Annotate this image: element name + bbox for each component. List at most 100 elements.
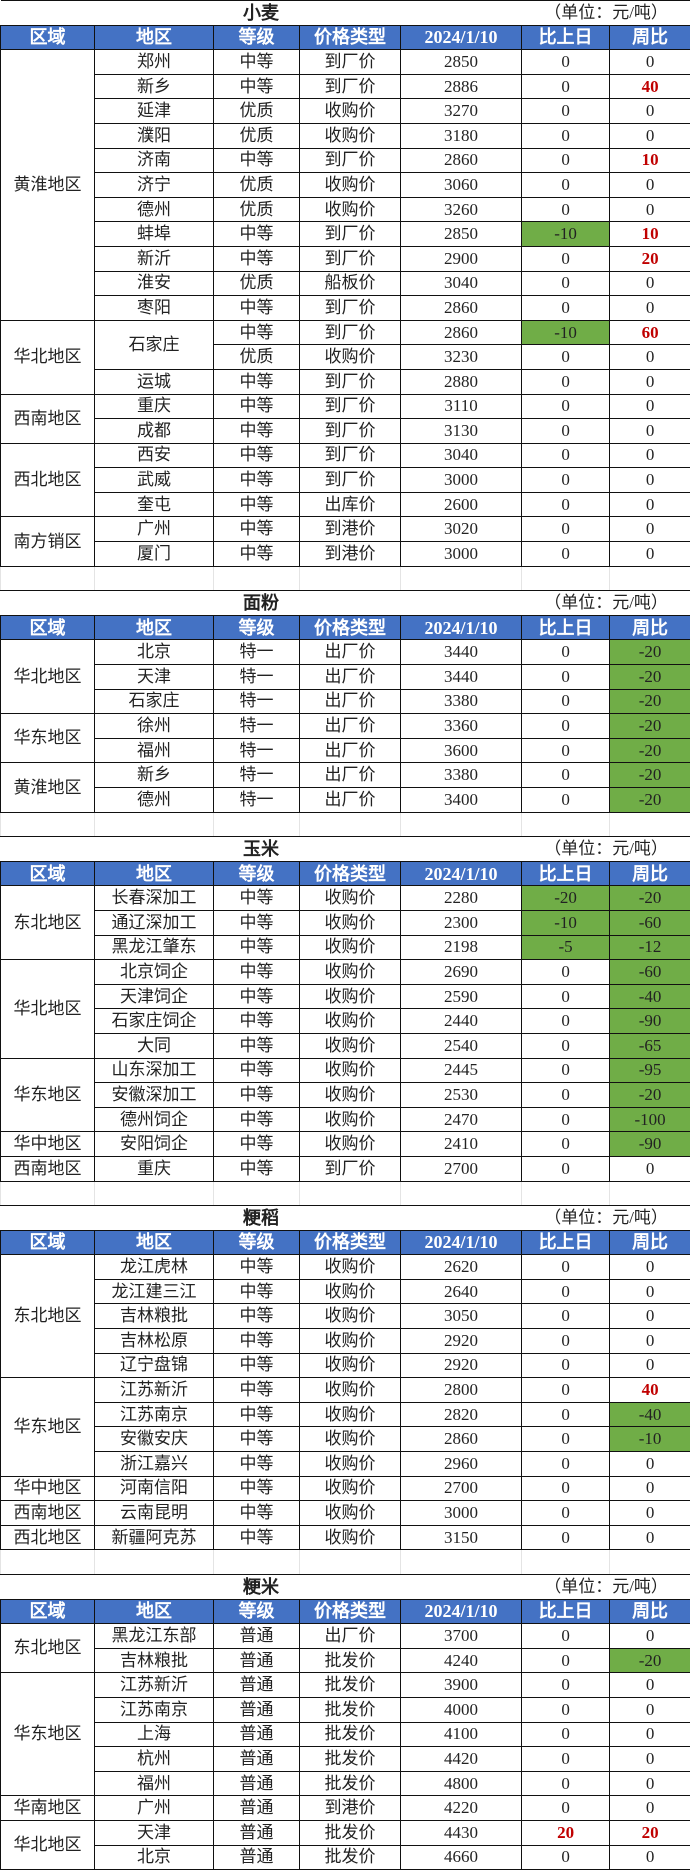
weekly-change-cell: 0 (609, 368, 690, 395)
price-cell: 2640 (399, 1278, 523, 1305)
weekly-change-cell: 0 (609, 541, 690, 567)
daily-change-cell: 0 (521, 1254, 611, 1280)
weekly-change-cell: 0 (609, 122, 690, 149)
empty-cell (0, 1549, 95, 1575)
weekly-change-cell: 0 (609, 1696, 690, 1723)
table-row: 华中地区 安阳饲企 中等 收购价 2410 0 -90 (0, 1131, 690, 1157)
grade-cell: 中等 (213, 1131, 300, 1157)
price-type-cell: 批发价 (299, 1746, 401, 1772)
unit-label: （单位：元/吨） (521, 0, 690, 26)
table-row: 东北地区 龙江虎林 中等 收购价 2620 0 0 (0, 1254, 690, 1379)
grade-cell: 中等 (213, 442, 300, 469)
price-cell: 3000 (399, 541, 523, 567)
daily-change-cell: 0 (521, 73, 611, 100)
weekly-change-cell: 10 (609, 147, 690, 174)
grade-cell: 特一 (213, 639, 300, 666)
price-type-cell: 到厂价 (299, 418, 401, 444)
daily-change-cell: 0 (521, 983, 611, 1010)
spacer-row (0, 1180, 690, 1207)
column-header: 2024/1/10 (399, 860, 523, 887)
daily-change-cell: 0 (521, 959, 611, 985)
table-row: 华东地区 徐州 特一 出厂价 3360 0 -20 (0, 713, 690, 764)
area-cell: 石家庄饲企 (94, 1008, 214, 1034)
empty-cell (521, 565, 611, 592)
grade-cell: 中等 (213, 1057, 300, 1084)
weekly-change-cell: 0 (609, 1721, 690, 1748)
grade-cell: 中等 (213, 959, 300, 985)
empty-cell (609, 811, 690, 838)
daily-change-cell: 0 (521, 295, 611, 321)
region-cell: 华北地区 (0, 959, 95, 1059)
empty-cell (94, 1549, 214, 1575)
area-cell: 天津饲企 (94, 983, 214, 1010)
table-row: 吉林粮批 中等 收购价 3050 0 0 (1, 1303, 690, 1330)
weekly-change-cell: 0 (609, 1500, 690, 1526)
weekly-change-cell: 0 (609, 49, 690, 75)
table-row: 新乡 中等 到厂价 2886 0 40 (1, 73, 690, 100)
price-cell: 2800 (399, 1377, 523, 1403)
column-header: 地区 (94, 614, 214, 641)
region-cell: 西北地区 (0, 442, 95, 518)
area-cell: 蚌埠 (94, 221, 214, 247)
area-cell: 枣阳 (94, 295, 214, 321)
area-cell: 龙江虎林 (94, 1254, 214, 1280)
area-cell: 天津 (94, 1819, 214, 1846)
grade-cell: 中等 (213, 319, 300, 346)
daily-change-cell: 0 (521, 1795, 611, 1821)
region-cell: 西北地区 (0, 1524, 95, 1551)
area-cell: 云南昆明 (94, 1500, 214, 1526)
weekly-change-cell: -20 (609, 762, 690, 788)
price-cell: 2280 (399, 885, 523, 911)
daily-change-cell: 0 (521, 1426, 611, 1453)
price-cell: 2440 (399, 1008, 523, 1034)
region-cell: 黄淮地区 (0, 49, 95, 321)
area-cell: 德州 (94, 196, 214, 223)
price-cell: 2700 (399, 1155, 523, 1182)
area-cell: 德州饲企 (94, 1106, 214, 1133)
grade-cell: 普通 (213, 1647, 300, 1674)
region-cell: 东北地区 (0, 1254, 95, 1379)
price-type-cell: 批发价 (299, 1819, 401, 1846)
daily-change-cell: 0 (521, 147, 611, 174)
daily-change-cell: 0 (521, 1328, 611, 1354)
daily-change-cell: 0 (521, 1106, 611, 1133)
daily-change-cell: 0 (521, 467, 611, 493)
grade-cell: 中等 (213, 983, 300, 1010)
weekly-change-cell: -20 (609, 1082, 690, 1108)
price-cell: 2445 (399, 1057, 523, 1084)
weekly-change-cell: -40 (609, 983, 690, 1010)
unit-label: （单位：元/吨） (521, 1574, 690, 1600)
grade-cell: 中等 (213, 147, 300, 174)
daily-change-cell: 0 (521, 1696, 611, 1723)
unit-label: （单位：元/吨） (521, 1205, 690, 1231)
weekly-change-cell: 0 (609, 1623, 690, 1649)
daily-change-cell: 0 (521, 245, 611, 272)
daily-change-cell: -10 (521, 909, 611, 936)
grade-cell: 中等 (213, 1254, 300, 1280)
daily-change-cell: 0 (521, 1082, 611, 1108)
price-type-cell: 收购价 (299, 1377, 401, 1403)
price-type-cell: 出厂价 (299, 737, 401, 764)
weekly-change-cell: -20 (609, 787, 690, 813)
weekly-change-cell: 0 (609, 1451, 690, 1477)
table-row: 江苏南京 中等 收购价 2820 0 -40 (1, 1401, 690, 1428)
price-type-cell: 收购价 (299, 1352, 401, 1379)
price-cell: 4430 (399, 1819, 523, 1846)
weekly-change-cell: 0 (609, 270, 690, 297)
daily-change-cell: -5 (521, 934, 611, 961)
column-header: 等级 (213, 860, 300, 887)
grade-cell: 中等 (213, 934, 300, 961)
region-cell: 华中地区 (0, 1475, 95, 1502)
table-row: 运城 中等 到厂价 2880 0 0 (1, 368, 690, 395)
daily-change-cell: 0 (521, 122, 611, 149)
weekly-change-cell: 0 (609, 1475, 690, 1502)
grade-cell: 中等 (213, 1500, 300, 1526)
grade-cell: 中等 (213, 221, 300, 247)
table-row: 西北地区 新疆阿克苏 中等 收购价 3150 0 0 (0, 1524, 690, 1551)
price-cell: 2900 (399, 245, 523, 272)
grade-cell: 特一 (213, 713, 300, 739)
daily-change-cell: -10 (521, 221, 611, 247)
price-type-cell: 收购价 (299, 983, 401, 1010)
weekly-change-cell: 0 (609, 1795, 690, 1821)
price-cell: 2880 (399, 368, 523, 395)
